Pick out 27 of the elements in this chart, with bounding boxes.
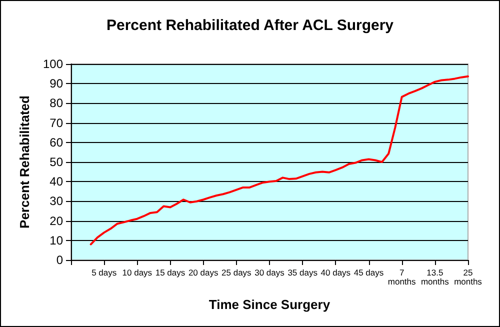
x-tick-label: 30 days (254, 268, 284, 278)
x-tick-label: 7 months (388, 268, 416, 286)
y-tick-label: 70 (50, 116, 64, 130)
y-tick-label: 40 (50, 174, 64, 189)
x-tick-label: 20 days (188, 268, 218, 278)
x-tick-label: 10 days (122, 268, 152, 278)
y-tick-label: 10 (50, 233, 64, 248)
line-series (90, 75, 469, 246)
y-tick-label: 0 (56, 253, 64, 267)
y-tick-label: 30 (50, 194, 64, 208)
y-tick-label: 80 (50, 96, 64, 110)
chart-title: Percent Rehabilitated After ACL Surgery (106, 17, 394, 34)
y-tick-label: 100 (42, 57, 64, 71)
x-tick-label: 13.5 months (420, 268, 449, 286)
x-tick-label: 45 days (354, 268, 384, 278)
y-tick-label: 50 (50, 155, 64, 169)
x-tick-label: 5 days (92, 268, 117, 278)
x-tick-label: 35 days (288, 268, 318, 278)
x-tick-label: 25 months (454, 268, 482, 286)
y-tick-label: 90 (50, 76, 64, 91)
y-tick-label: 60 (50, 135, 64, 150)
x-tick-label: 40 days (320, 268, 351, 278)
x-tick-label: 25 days (222, 268, 252, 278)
y-tick-label: 20 (50, 214, 64, 228)
x-tick-label: 15 days (155, 268, 186, 278)
y-axis-title: Percent Rehabilitated (17, 95, 32, 228)
x-axis-title: Time Since Surgery (208, 297, 331, 312)
